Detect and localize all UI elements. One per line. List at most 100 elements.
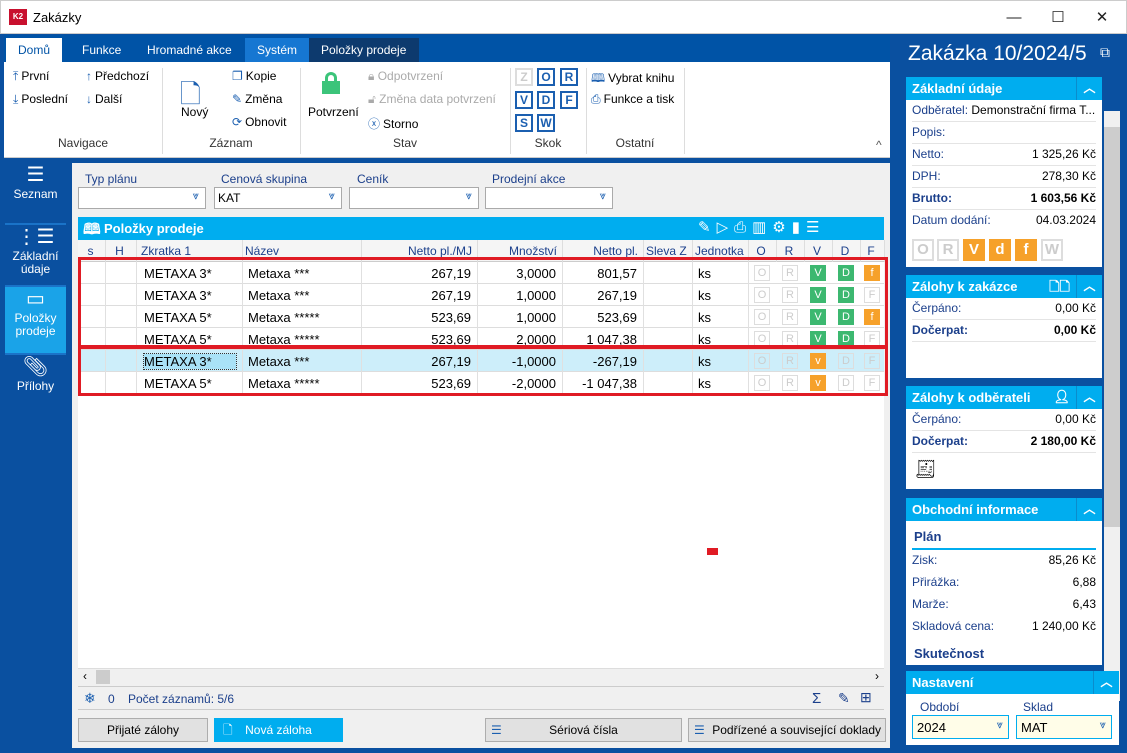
cenik-select[interactable]: ⩔	[349, 187, 479, 209]
dalsi-button[interactable]: ↓ Další	[86, 92, 123, 106]
invoice-coins-icon[interactable]: 🧾︎	[914, 459, 937, 479]
collapse-icon[interactable]: ︿	[1093, 671, 1119, 694]
column-header-11[interactable]: V	[812, 244, 821, 258]
sklad-select[interactable]: MAT ⩔	[1016, 715, 1112, 739]
nav-seznam[interactable]: ☰ Seznam	[5, 163, 66, 225]
column-header-8[interactable]: Jednotka	[695, 244, 744, 258]
nav-prilohy[interactable]: 📎︎ Přílohy	[5, 355, 66, 415]
scroll-thumb[interactable]	[96, 670, 110, 684]
kopie-button[interactable]: ❐ Kopie	[232, 69, 277, 83]
cenova-skupina-select[interactable]: KAT ⩔	[214, 187, 342, 209]
odpotvrzeni-button[interactable]: 🔒︎ Odpotvrzení	[368, 69, 444, 83]
tab-system[interactable]: Systém	[245, 38, 310, 62]
skok-o-button[interactable]: O	[537, 68, 555, 86]
column-header-13[interactable]: F	[867, 244, 875, 258]
table-row[interactable]: METAXA 3* Metaxa *** 267,19 1,0000 267,19 ks O…	[78, 284, 884, 306]
column-header-3[interactable]: Název	[245, 244, 280, 258]
obdobi-select[interactable]: 2024 ⩔	[912, 715, 1009, 739]
skok-w-button[interactable]: W	[537, 114, 555, 132]
state-o-badge: O	[754, 265, 770, 281]
skok-v-button[interactable]: V	[515, 91, 533, 109]
user-document-icon[interactable]: 👤︎	[1053, 389, 1070, 404]
document-icon[interactable]: 🗋🗋	[1049, 279, 1070, 294]
table-row[interactable]: METAXA 5* Metaxa ***** 523,69 1,0000 523,69 k…	[78, 306, 884, 328]
collapse-icon[interactable]: ︿	[1076, 386, 1102, 409]
skok-s-button[interactable]: S	[515, 114, 533, 132]
zmena-data-potvrzeni-button[interactable]: 🔓︎ Změna data potvrzení	[368, 92, 496, 106]
potvrzeni-button[interactable]: Potvrzení	[308, 105, 359, 119]
state-d-badge: D	[838, 353, 854, 369]
novy-button[interactable]: Nový	[181, 105, 209, 119]
posledni-button[interactable]: ⤓ Poslední	[13, 92, 69, 106]
seriova-cisla-button[interactable]: ☰ Sériová čísla	[485, 718, 682, 742]
table-row[interactable]: METAXA 3* Metaxa *** 267,19 3,0000 801,57 ks O…	[78, 262, 884, 284]
obnovit-button[interactable]: ⟳ Obnovit	[232, 115, 287, 129]
add-document-icon[interactable]: ⊞	[860, 689, 872, 705]
collapse-ribbon-icon[interactable]: ^	[876, 138, 882, 152]
grid-toolbar-icons[interactable]: ✎▷⎙▥⚙▮☰	[698, 219, 826, 236]
title-bar: K2 Zakázky — ☐ ✕	[0, 0, 1127, 34]
skok-z-button[interactable]: Z	[515, 68, 533, 86]
right-scrollbar[interactable]	[1104, 111, 1120, 701]
filter-label: Typ plánu	[85, 172, 138, 186]
column-divider	[361, 240, 362, 262]
grid-title: Položky prodeje	[104, 221, 204, 236]
prvni-button[interactable]: ⤒ První	[13, 69, 50, 83]
scroll-left-icon[interactable]: ‹	[83, 669, 87, 683]
scroll-right-icon[interactable]: ›	[875, 669, 879, 683]
column-header: s H Zkratka 1 Název Netto pl./MJ Množství Nett…	[78, 240, 885, 262]
minimize-button[interactable]: —	[1006, 9, 1022, 26]
funkce-a-tisk-button[interactable]: ⎙ Funkce a tisk	[591, 92, 675, 106]
column-header-12[interactable]: D	[840, 244, 850, 258]
prodejni-akce-select[interactable]: ⩔	[485, 187, 613, 209]
popout-icon[interactable]: ⧉	[1100, 44, 1110, 60]
podrizene-doklady-button[interactable]: ☰ Podřízené a související doklady	[688, 718, 886, 742]
column-header-4[interactable]: Netto pl./MJ	[407, 244, 472, 258]
section-obchodni-informace: Obchodní informace ︿ Plán Zisk: 85,26 Kč P…	[906, 498, 1102, 665]
maximize-button[interactable]: ☐	[1051, 9, 1065, 26]
column-header-2[interactable]: Zkratka 1	[141, 244, 192, 258]
zmena-button[interactable]: ✎ Změna	[232, 92, 283, 106]
sum-icon[interactable]: Σ	[812, 690, 822, 707]
predchozi-button[interactable]: ↑ Předchozí	[86, 69, 150, 83]
table-row[interactable]: METAXA 3* Metaxa *** 267,19 -1,0000 -267,19 k…	[78, 350, 884, 372]
prijate-zalohy-button[interactable]: Přijaté zálohy	[78, 718, 208, 742]
column-header-9[interactable]: O	[756, 244, 766, 258]
state-d-badge: d	[989, 239, 1011, 261]
nav-polozky-prodeje[interactable]: ▭ Položky prodeje	[5, 287, 66, 355]
horizontal-scrollbar[interactable]: ‹ ›	[78, 668, 884, 684]
column-header-6[interactable]: Netto pl.	[593, 244, 638, 258]
column-header-10[interactable]: R	[784, 244, 794, 258]
storno-button[interactable]: ⓧ Storno	[368, 117, 419, 131]
nova-zaloha-button[interactable]: 🗋 Nová záloha	[214, 718, 343, 742]
tab-polozky-prodeje[interactable]: Položky prodeje	[309, 38, 419, 62]
tab-hromadne-akce[interactable]: Hromadné akce	[147, 43, 232, 57]
chevron-down-icon: ⩔	[192, 190, 199, 202]
filter-snowflake-icon[interactable]: ❄	[84, 690, 96, 706]
tab-funkce[interactable]: Funkce	[82, 43, 122, 57]
collapse-icon[interactable]: ︿	[1076, 77, 1102, 100]
nav-zakladni-udaje[interactable]: ⋮☰ Základní údaje	[5, 225, 66, 287]
column-header-0[interactable]: s	[87, 244, 94, 258]
scroll-thumb[interactable]	[1104, 127, 1120, 527]
column-header-1[interactable]: H	[115, 244, 124, 258]
document-icon: 🗋	[223, 723, 233, 737]
skok-d-button[interactable]: D	[537, 91, 555, 109]
new-document-icon: 🗋	[180, 79, 201, 109]
section-zalohy-zakazka: Zálohy k zakázce 🗋🗋 ︿ Čerpáno: 0,00 Kč Doče…	[906, 275, 1102, 378]
tab-domu[interactable]: Domů	[6, 38, 63, 62]
close-button[interactable]: ✕	[1095, 9, 1109, 26]
skok-f-button[interactable]: F	[560, 91, 578, 109]
column-divider	[776, 240, 777, 262]
collapse-icon[interactable]: ︿	[1076, 275, 1102, 298]
vybrat-knihu-button[interactable]: 🕮 Vybrat knihu	[591, 71, 675, 85]
typ-planu-select[interactable]: ⩔	[78, 187, 206, 209]
table-row[interactable]: METAXA 5* Metaxa ***** 523,69 2,0000 1 047,3…	[78, 328, 884, 350]
skok-r-button[interactable]: R	[560, 68, 578, 86]
column-header-5[interactable]: Množství	[508, 244, 557, 258]
column-header-7[interactable]: Sleva Z	[646, 244, 687, 258]
arrow-down-icon: ↓	[86, 92, 92, 106]
cell-netto: -1 047,38	[582, 376, 637, 391]
pencil-icon[interactable]: ✎	[838, 690, 850, 706]
collapse-icon[interactable]: ︿	[1076, 498, 1102, 521]
